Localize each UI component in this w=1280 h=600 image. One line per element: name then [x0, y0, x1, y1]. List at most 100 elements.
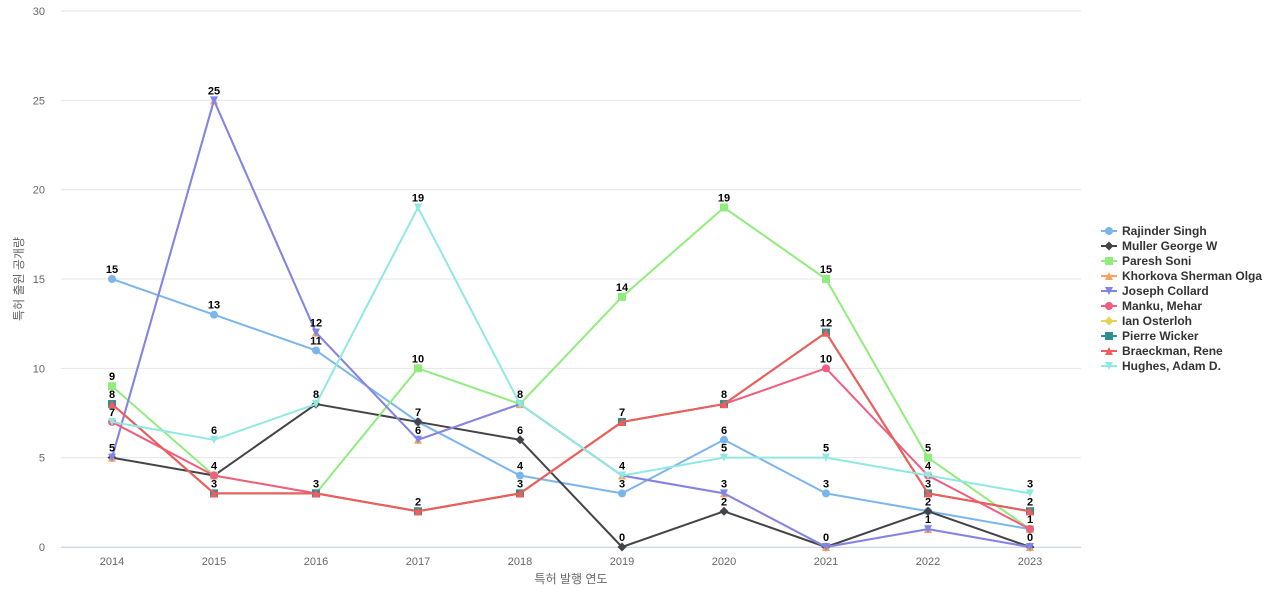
data-point-marker[interactable] [108, 400, 116, 409]
series-hughes-adam-d-[interactable] [108, 203, 1034, 498]
legend-item[interactable]: Paresh Soni [1101, 254, 1191, 268]
x-tick-label: 2023 [1018, 556, 1042, 568]
legend-label[interactable]: Paresh Soni [1122, 254, 1191, 268]
series-manku-mehar[interactable] [108, 364, 1034, 534]
data-point-marker[interactable] [822, 275, 830, 283]
series-line[interactable] [111, 206, 1031, 495]
data-point-marker[interactable] [1026, 525, 1034, 534]
data-point-marker[interactable] [108, 417, 116, 426]
data-point-marker[interactable] [210, 435, 218, 444]
series-line[interactable] [111, 99, 1031, 548]
data-point-marker[interactable] [720, 489, 728, 498]
legend-label[interactable]: Braeckman, Rene [1122, 344, 1223, 358]
legend-marker-symbol[interactable] [1105, 227, 1113, 235]
legend-item[interactable]: Rajinder Singh [1101, 224, 1207, 238]
legend-label[interactable]: Rajinder Singh [1122, 224, 1207, 238]
data-point-marker[interactable] [1026, 543, 1034, 551]
data-point-marker[interactable] [414, 203, 422, 212]
data-point-marker[interactable] [1026, 489, 1034, 498]
legend-label[interactable]: Manku, Mehar [1122, 299, 1202, 313]
data-point-marker[interactable] [618, 292, 626, 301]
data-point-marker[interactable] [720, 435, 728, 444]
legend-label[interactable]: Muller George W [1122, 239, 1218, 253]
series-line[interactable] [111, 331, 1031, 513]
grid-lines [61, 10, 1081, 548]
series-joseph-collard[interactable] [108, 96, 1034, 551]
legend-item[interactable]: Ian Osterloh [1101, 314, 1192, 328]
legend-marker-symbol[interactable] [1105, 362, 1113, 370]
data-point-marker[interactable] [210, 471, 218, 480]
data-point-marker[interactable] [924, 453, 932, 462]
data-label: 2 [925, 496, 931, 508]
data-point-marker[interactable] [720, 400, 728, 409]
data-point-marker[interactable] [822, 364, 830, 373]
x-tick-label: 2015 [202, 556, 226, 568]
series-ian-osterloh[interactable] [107, 328, 1035, 516]
data-point-marker[interactable] [822, 489, 830, 498]
legend-marker-symbol[interactable] [1104, 241, 1114, 251]
legend-item[interactable]: Joseph Collard [1101, 284, 1209, 298]
legend-item[interactable]: Braeckman, Rene [1101, 344, 1223, 358]
legend-marker-symbol[interactable] [1105, 257, 1113, 265]
data-point-marker[interactable] [924, 489, 932, 498]
data-point-marker[interactable] [822, 543, 830, 551]
data-label: 1 [925, 514, 931, 526]
data-point-marker[interactable] [617, 542, 627, 552]
data-point-marker[interactable] [618, 489, 626, 498]
legend-item[interactable]: Muller George W [1101, 239, 1218, 253]
legend-marker-symbol[interactable] [1105, 272, 1113, 280]
legend-marker-symbol[interactable] [1105, 287, 1113, 295]
series-line[interactable] [111, 99, 1031, 548]
legend-label[interactable]: Ian Osterloh [1122, 314, 1192, 328]
data-point-marker[interactable] [312, 489, 320, 498]
data-point-marker[interactable] [618, 417, 626, 426]
data-point-marker[interactable] [720, 203, 728, 212]
series-line[interactable] [111, 403, 1031, 548]
data-point-marker[interactable] [516, 400, 524, 409]
x-tick-label: 2021 [814, 556, 838, 568]
legend-item[interactable]: Pierre Wicker [1101, 329, 1199, 343]
data-point-marker[interactable] [210, 96, 218, 105]
legend-item[interactable]: Khorkova Sherman Olga [1101, 269, 1262, 283]
legend-label[interactable]: Joseph Collard [1122, 284, 1209, 298]
data-point-marker[interactable] [516, 471, 524, 480]
data-point-marker[interactable] [1026, 507, 1034, 516]
legend-label[interactable]: Khorkova Sherman Olga [1122, 269, 1262, 283]
data-point-marker[interactable] [312, 346, 320, 355]
data-point-marker[interactable] [414, 507, 422, 516]
data-point-marker[interactable] [720, 453, 728, 462]
data-point-marker[interactable] [822, 328, 830, 337]
legend-marker-symbol[interactable] [1104, 316, 1114, 326]
data-point-marker[interactable] [108, 275, 116, 283]
series-pierre-wicker[interactable] [108, 328, 1034, 516]
legend-item[interactable]: Manku, Mehar [1101, 299, 1202, 313]
data-point-marker[interactable] [924, 471, 932, 480]
legend-label[interactable]: Pierre Wicker [1122, 329, 1199, 343]
legend-marker-symbol[interactable] [1105, 302, 1113, 310]
legend-label[interactable]: Hughes, Adam D. [1122, 359, 1221, 373]
data-point-marker[interactable] [516, 489, 524, 498]
data-point-marker[interactable] [108, 382, 116, 391]
legend-marker-symbol[interactable] [1105, 347, 1113, 355]
series-khorkova-sherman-olga[interactable] [108, 96, 1034, 551]
data-point-marker[interactable] [923, 506, 933, 516]
series-muller-george-w[interactable] [107, 399, 1035, 552]
data-point-marker[interactable] [312, 328, 320, 337]
data-point-marker[interactable] [822, 453, 830, 462]
legend-marker-symbol[interactable] [1105, 332, 1113, 340]
data-point-marker[interactable] [924, 525, 932, 534]
series-braeckman-rene[interactable] [108, 328, 1034, 516]
legend-item[interactable]: Hughes, Adam D. [1101, 359, 1221, 373]
data-point-marker[interactable] [210, 489, 218, 498]
data-point-marker[interactable] [210, 310, 218, 319]
series-line[interactable] [111, 278, 1031, 531]
data-point-marker[interactable] [414, 435, 422, 444]
data-point-marker[interactable] [515, 435, 525, 445]
data-point-marker[interactable] [413, 417, 423, 427]
data-point-marker[interactable] [108, 453, 116, 462]
data-point-marker[interactable] [312, 400, 320, 409]
data-point-marker[interactable] [618, 471, 626, 480]
data-point-marker[interactable] [719, 506, 729, 516]
data-point-marker[interactable] [414, 364, 422, 373]
